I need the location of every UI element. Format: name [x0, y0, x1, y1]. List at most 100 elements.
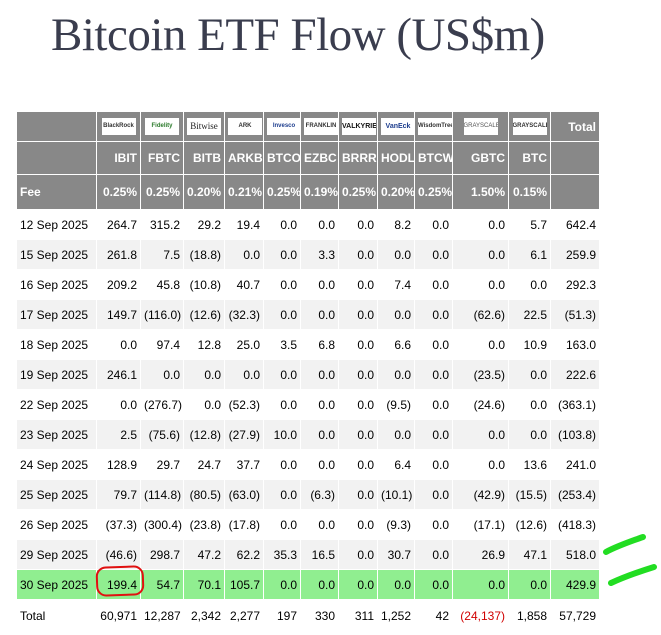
- flow-value: (24.6): [452, 389, 509, 420]
- row-date: 25 Sep 2025: [16, 479, 97, 510]
- flow-value: 0.0: [452, 419, 509, 450]
- issuer-logo-cell: Bitwise: [183, 111, 225, 142]
- flow-value: (9.5): [377, 389, 415, 420]
- bitwise-logo: Bitwise: [187, 118, 221, 135]
- row-date: 29 Sep 2025: [16, 539, 97, 570]
- ticker-header: ARKB: [224, 141, 264, 175]
- issuer-logo-cell: FRANKLIN: [300, 111, 339, 142]
- flow-value: (300.4): [140, 509, 184, 540]
- table-row: 12 Sep 2025 264.7 315.2 29.2 19.4 0.0 0.0 0.0 8.…: [16, 209, 600, 240]
- issuer-logo-cell: Fidelity: [140, 111, 184, 142]
- flow-value: 30.7: [377, 539, 415, 570]
- franklin-logo: FRANKLIN: [304, 118, 338, 135]
- fee-label: Fee: [16, 174, 97, 210]
- row-date: 16 Sep 2025: [16, 269, 97, 300]
- flow-value: 0.0: [300, 209, 339, 240]
- flow-value: 246.1: [96, 359, 141, 390]
- row-total: (418.3): [550, 509, 600, 540]
- header-blank: [550, 174, 600, 210]
- cumulative-value: 311: [338, 599, 378, 633]
- flow-value: 0.0: [183, 359, 225, 390]
- flow-value: 0.0: [300, 359, 339, 390]
- fee-value: 0.25%: [96, 174, 141, 210]
- flow-value: (10.1): [377, 479, 415, 510]
- flow-value: 0.0: [338, 239, 378, 270]
- flow-value: 199.4: [96, 569, 141, 600]
- flow-value: 0.0: [300, 569, 339, 600]
- table-row: 15 Sep 2025 261.8 7.5 (18.8) 0.0 0.0 3.3 0.0 0.0…: [16, 239, 600, 270]
- flow-value: 0.0: [263, 449, 301, 480]
- flow-value: 0.0: [338, 389, 378, 420]
- ticker-header: HODL: [377, 141, 415, 175]
- flow-value: 0.0: [300, 269, 339, 300]
- flow-value: 0.0: [263, 209, 301, 240]
- issuer-logo-cell: BlackRock: [96, 111, 141, 142]
- ticker-header: BITB: [183, 141, 225, 175]
- flow-value: (12.6): [183, 299, 225, 330]
- flow-value: 0.0: [508, 389, 551, 420]
- row-date: 22 Sep 2025: [16, 389, 97, 420]
- flow-value: 3.3: [300, 239, 339, 270]
- flow-value: 0.0: [338, 569, 378, 600]
- issuer-logo-cell: GRAYSCALE: [508, 111, 551, 142]
- flow-value: 0.0: [414, 269, 453, 300]
- flow-value: 0.0: [263, 569, 301, 600]
- flow-value: (15.5): [508, 479, 551, 510]
- row-total: 163.0: [550, 329, 600, 360]
- row-total: 222.6: [550, 359, 600, 390]
- flow-value: 0.0: [263, 269, 301, 300]
- flow-value: (116.0): [140, 299, 184, 330]
- flow-value: 79.7: [96, 479, 141, 510]
- flow-value: (46.6): [96, 539, 141, 570]
- flow-value: (23.8): [183, 509, 225, 540]
- row-date: 30 Sep 2025: [16, 569, 97, 600]
- flow-value: (9.3): [377, 509, 415, 540]
- flow-value: (27.9): [224, 419, 264, 450]
- flow-value: (32.3): [224, 299, 264, 330]
- flow-value: 0.0: [508, 269, 551, 300]
- header-blank: [550, 141, 600, 175]
- fee-value: 0.25%: [338, 174, 378, 210]
- flow-value: 0.0: [224, 239, 264, 270]
- flow-value: 0.0: [338, 209, 378, 240]
- flow-value: 40.7: [224, 269, 264, 300]
- flow-value: (80.5): [183, 479, 225, 510]
- flow-value: 54.7: [140, 569, 184, 600]
- fee-value: 0.25%: [414, 174, 453, 210]
- flow-value: (37.3): [96, 509, 141, 540]
- flow-value: 0.0: [377, 359, 415, 390]
- totals-label: Total: [16, 599, 97, 633]
- flow-value: 0.0: [452, 449, 509, 480]
- flow-value: 315.2: [140, 209, 184, 240]
- row-total: (363.1): [550, 389, 600, 420]
- cumulative-value: 197: [263, 599, 301, 633]
- flow-value: 0.0: [96, 389, 141, 420]
- flow-value: (52.3): [224, 389, 264, 420]
- flow-value: 0.0: [338, 509, 378, 540]
- wisdomtree-logo: WisdomTree: [418, 118, 452, 135]
- cumulative-value: 60,971: [96, 599, 141, 633]
- ticker-header: IBIT: [96, 141, 141, 175]
- flow-value: 0.0: [414, 479, 453, 510]
- table-row: 16 Sep 2025 209.2 45.8 (10.8) 40.7 0.0 0.0 0.0 7…: [16, 269, 600, 300]
- flow-value: (114.8): [140, 479, 184, 510]
- header-blank: [16, 111, 97, 142]
- flow-value: 0.0: [414, 209, 453, 240]
- flow-value: 0.0: [414, 389, 453, 420]
- ticker-header: BRRR: [338, 141, 378, 175]
- table-row: 22 Sep 2025 0.0 (276.7) 0.0 (52.3) 0.0 0.0 0.0(…: [16, 389, 600, 420]
- flow-value: 13.6: [508, 449, 551, 480]
- flow-value: 209.2: [96, 269, 141, 300]
- flow-value: 0.0: [263, 509, 301, 540]
- row-date: 24 Sep 2025: [16, 449, 97, 480]
- invesco-logo: Invesco: [267, 118, 300, 135]
- row-total: 241.0: [550, 449, 600, 480]
- flow-value: 264.7: [96, 209, 141, 240]
- ticker-header: GBTC: [452, 141, 509, 175]
- flow-value: 0.0: [338, 419, 378, 450]
- flow-value: (17.8): [224, 509, 264, 540]
- flow-value: 7.5: [140, 239, 184, 270]
- grayscale2-logo: GRAYSCALE: [512, 118, 547, 135]
- ticker-header: FBTC: [140, 141, 184, 175]
- grayscale-logo: GRAYSCALE: [463, 118, 498, 135]
